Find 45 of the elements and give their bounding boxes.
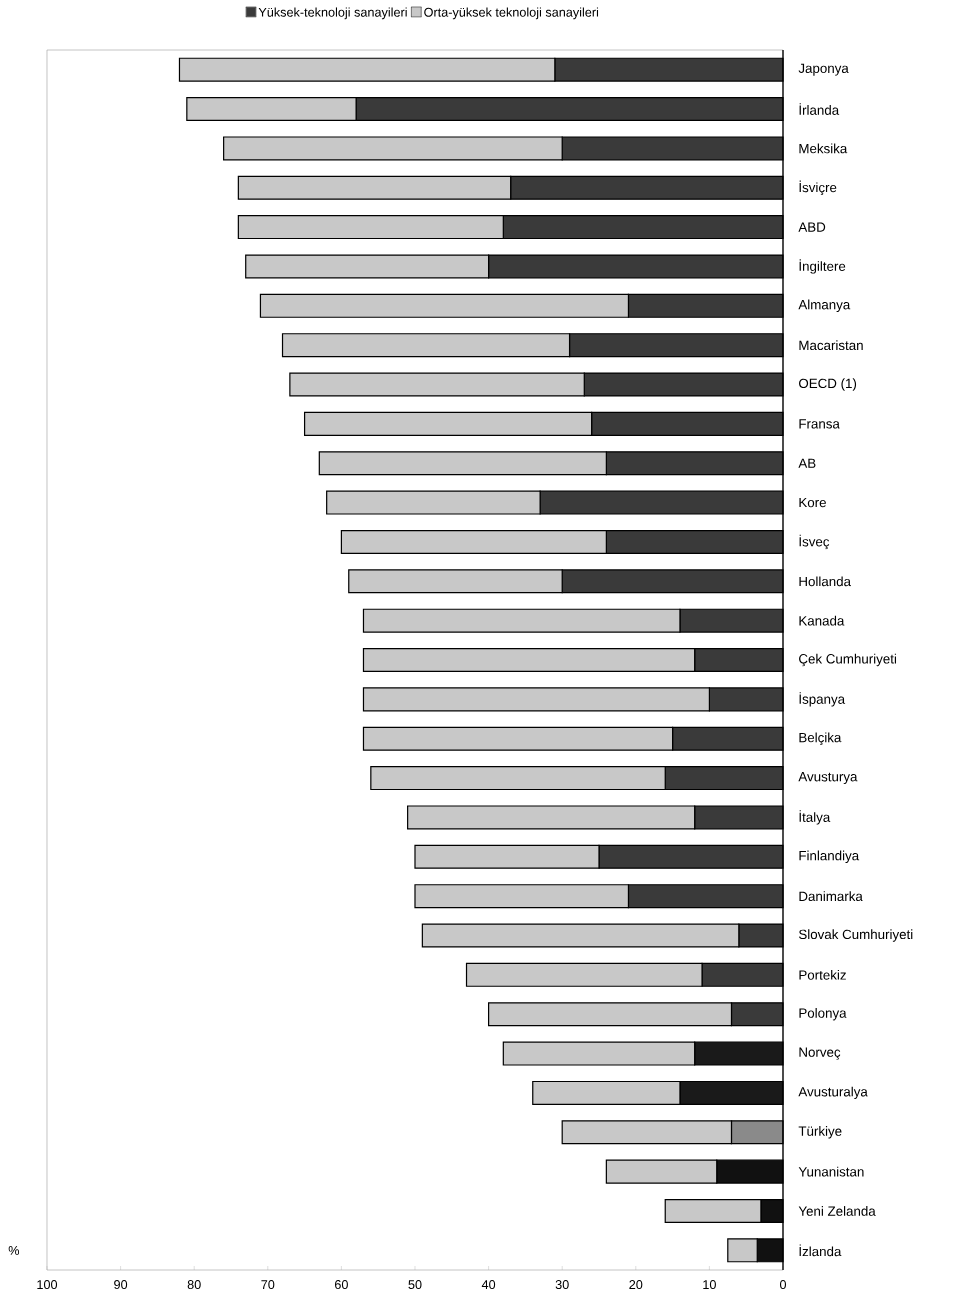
x-tick-label: 60 <box>335 1280 348 1290</box>
y-tick-label: İzlanda <box>799 1244 842 1257</box>
y-tick-label: Avusturalya <box>798 1086 868 1100</box>
y-tick-label: Çek Cumhuriyeti <box>799 653 897 667</box>
y-tick-label: Türkiye <box>798 1126 842 1139</box>
x-tick-label: 10 <box>703 1280 716 1290</box>
y-tick-label: Almanya <box>798 299 851 313</box>
y-tick-label: İsveç <box>799 534 830 550</box>
y-tick-label: Macaristan <box>799 340 863 351</box>
y-tick-label: Kore <box>799 497 826 508</box>
y-tick-label: Fransa <box>799 419 840 429</box>
y-tick-label: Kanada <box>799 615 845 626</box>
y-tick-label: Yeni Zelanda <box>798 1206 876 1216</box>
y-tick-label: İtalya <box>799 810 831 825</box>
y-tick-label: AB <box>798 458 816 468</box>
x-tick-label: 30 <box>555 1280 569 1290</box>
y-tick-label: Avusturya <box>798 772 858 785</box>
x-tick-label: 0 <box>779 1280 787 1290</box>
y-tick-label: Finlandiya <box>799 850 860 863</box>
x-tick-label: 40 <box>481 1280 496 1290</box>
x-tick-label: 70 <box>261 1280 275 1290</box>
y-tick-label: Danimarka <box>799 891 863 902</box>
y-tick-label: Yunanistan <box>798 1166 864 1177</box>
y-tick-label: Belçika <box>799 732 842 745</box>
y-tick-label: İrlanda <box>799 103 840 115</box>
x-tick-label: 90 <box>114 1280 128 1290</box>
y-tick-label: OECD (1) <box>799 378 857 391</box>
x-axis-title: % <box>8 1246 20 1255</box>
legend-label: Yüksek-teknoloji sanayileri <box>258 7 407 20</box>
x-tick-label: 80 <box>187 1280 201 1290</box>
y-tick-label: İsviçre <box>799 180 837 195</box>
x-tick-label: 20 <box>629 1280 643 1290</box>
y-tick-label: Meksika <box>799 143 848 154</box>
y-tick-label: İspanya <box>799 692 846 707</box>
x-tick-label: 50 <box>408 1280 422 1290</box>
y-tick-label: ABD <box>798 222 826 232</box>
y-tick-label: İngiltere <box>799 259 846 274</box>
y-tick-label: Portekiz <box>799 969 846 980</box>
y-tick-label: Polonya <box>799 1007 847 1021</box>
y-tick-label: Slovak Cumhuriyeti <box>798 929 913 942</box>
x-tick-label: 100 <box>37 1280 58 1290</box>
y-tick-label: Japonya <box>798 63 849 76</box>
y-tick-label: Hollanda <box>799 576 851 587</box>
legend-label: Orta-yüksek teknoloji sanayileri <box>424 7 599 20</box>
y-tick-label: Norveç <box>799 1047 841 1060</box>
